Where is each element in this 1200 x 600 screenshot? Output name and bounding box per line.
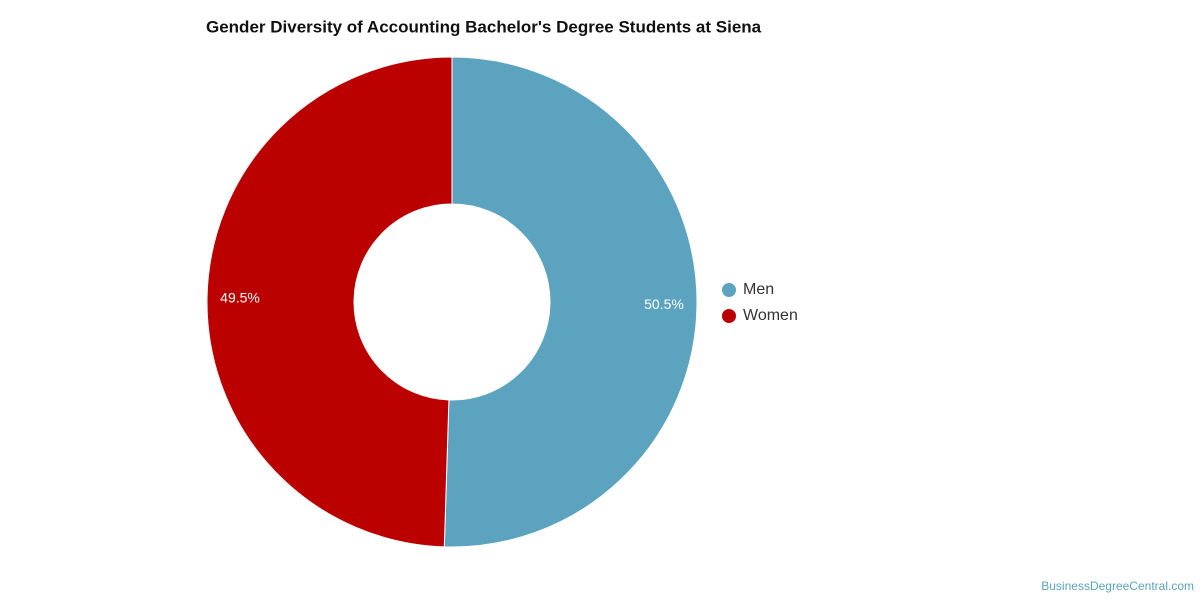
legend-label: Men: [743, 281, 774, 298]
donut-slice: [206, 56, 453, 548]
legend-label: Women: [743, 307, 798, 324]
data-label: 49.5%: [220, 289, 260, 305]
watermark: BusinessDegreeCentral.com: [1041, 579, 1194, 593]
legend-marker: [722, 283, 736, 297]
data-label: 50.5%: [644, 296, 684, 312]
legend-marker: [722, 309, 736, 323]
chart-title: Gender Diversity of Accounting Bachelor'…: [206, 17, 762, 36]
donut-slice: [443, 56, 698, 548]
